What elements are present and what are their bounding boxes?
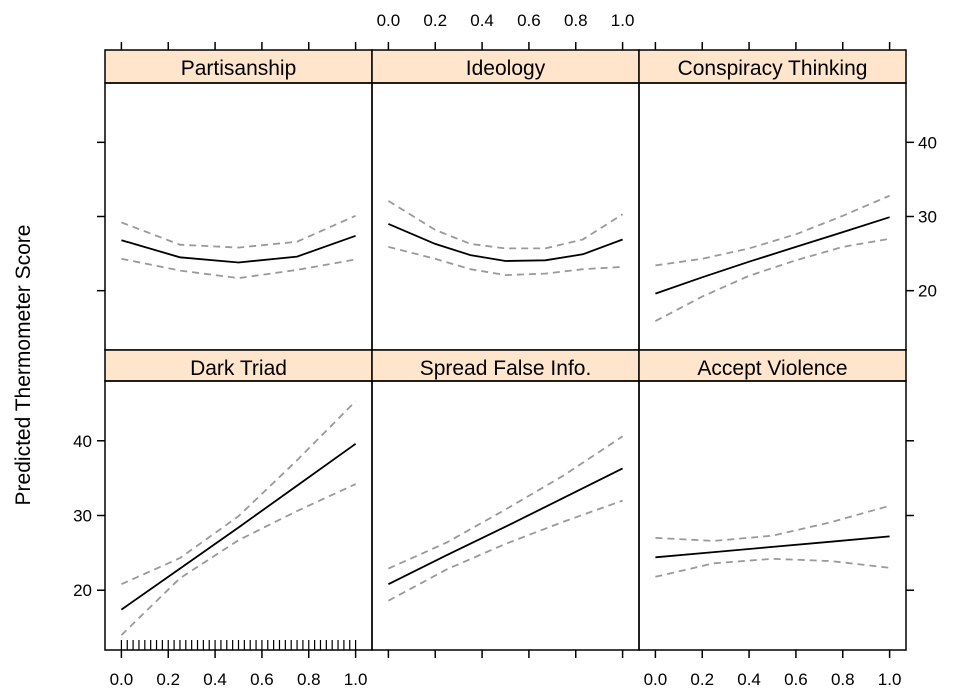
fit-line [655,216,890,295]
x-tick-label: 0.8 [831,670,855,689]
x-tick-label: 1.0 [878,670,902,689]
panel-strip-label: Dark Triad [190,357,287,380]
x-tick-label: 0.0 [110,670,134,689]
ci-lower-line [387,499,623,602]
y-tick-label: 30 [73,507,92,526]
fit-line [121,234,356,264]
panel: Accept Violence [638,349,907,651]
ci-lower-line [388,246,623,277]
ci-upper-line [655,194,890,267]
panel-strip [371,49,640,84]
x-tick-label: 1.0 [344,670,368,689]
ci-upper-line [387,200,624,250]
ci-upper-line [655,504,890,542]
panel-strip-label: Conspiracy Thinking [678,57,868,80]
y-tick-label: 20 [73,581,92,600]
panel-frame [638,380,907,651]
panel: Dark Triad [104,349,373,651]
y-tick-label: 30 [918,208,937,227]
panel-strip-label: Ideology [466,57,546,80]
x-tick-label: 0.2 [423,11,447,30]
x-tick-label: 0.8 [564,11,588,30]
panel-strip [371,349,640,382]
ci-lower-line [120,483,356,636]
fit-line [388,223,623,262]
ci-lower-line [121,257,356,280]
x-tick-label: 0.0 [644,670,668,689]
fit-line [387,467,624,586]
x-tick-label: 0.8 [297,670,321,689]
x-tick-label: 0.4 [470,11,494,30]
y-tick-label: 40 [918,133,937,152]
panel: Ideology [371,49,640,351]
x-tick-label: 0.6 [784,670,808,689]
panel: Conspiracy Thinking [638,49,907,351]
panel-grid: Partisanship Ideology Conspiracy Thinking D… [73,11,937,689]
panel-frame [371,380,640,651]
panel-strip [638,49,907,84]
panel-strip-label: Spread False Info. [420,357,592,380]
panel-strip-label: Partisanship [181,57,297,80]
x-tick-label: 0.6 [250,670,274,689]
y-axis-title: Predicted Thermometer Score [12,225,35,506]
ci-upper-line [121,400,357,586]
x-tick-label: 0.4 [737,670,761,689]
x-tick-label: 1.0 [611,11,635,30]
ci-upper-line [121,214,356,249]
panel: Partisanship [104,49,373,351]
fit-line [655,535,890,559]
x-tick-label: 0.0 [377,11,401,30]
panel-frame [638,82,907,351]
y-tick-label: 40 [73,432,92,451]
panel-strip [638,349,907,382]
x-tick-label: 0.2 [156,670,180,689]
x-tick-label: 0.2 [690,670,714,689]
x-tick-label: 0.4 [203,670,227,689]
fit-line [120,443,357,611]
x-tick-label: 0.6 [517,11,541,30]
ci-lower-line [654,237,890,322]
panel: Spread False Info. [371,349,640,651]
ci-lower-line [655,557,890,578]
y-tick-label: 20 [918,282,937,301]
panel-frame [104,82,373,351]
panel-strip [104,49,373,84]
panel-strip-label: Accept Violence [697,357,847,380]
ci-upper-line [388,435,624,570]
